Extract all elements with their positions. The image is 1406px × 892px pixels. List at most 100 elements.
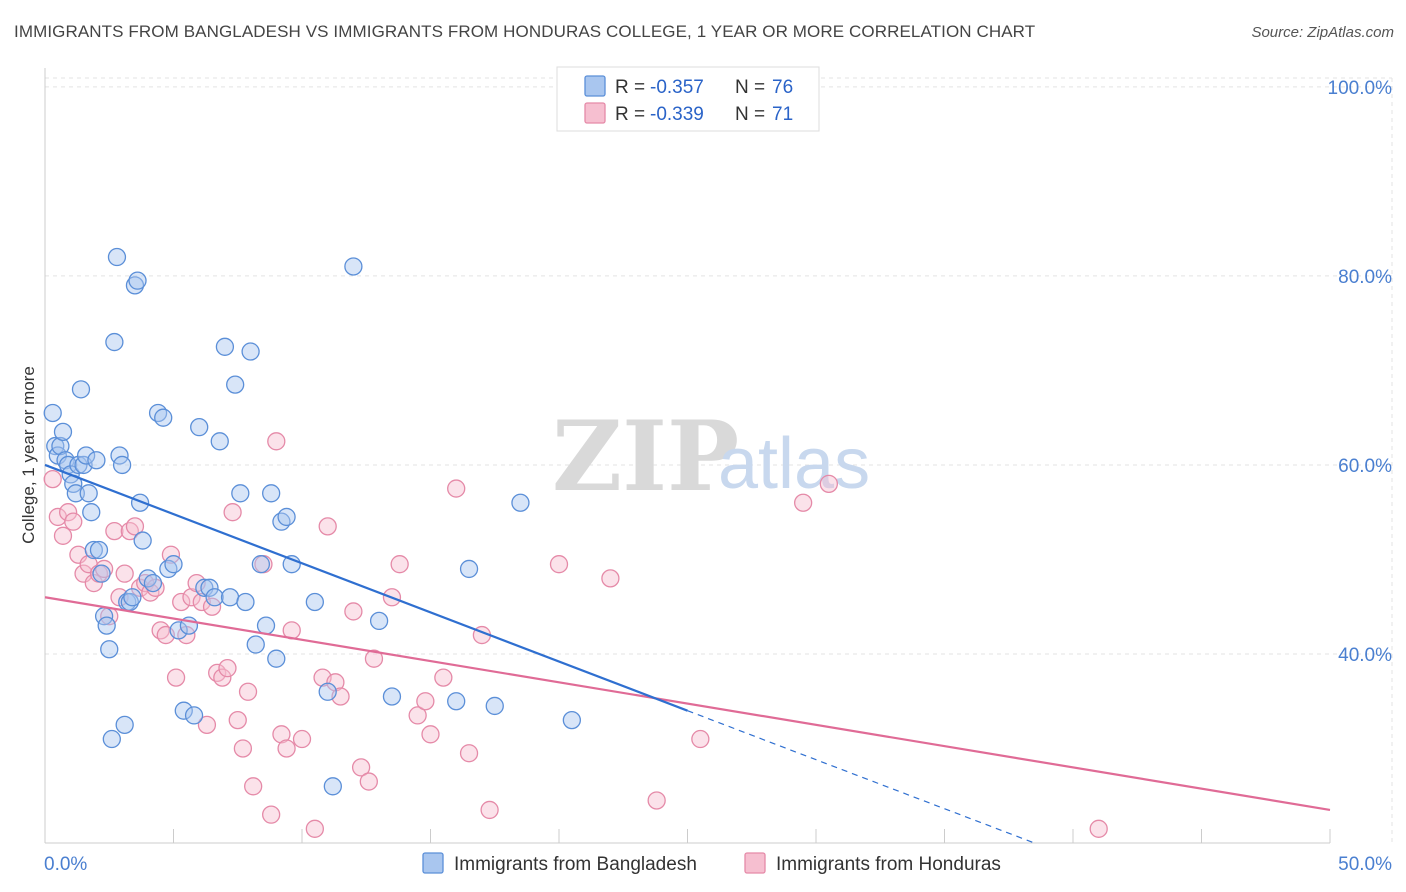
y-tick-label: 80.0% xyxy=(1338,267,1392,288)
data-point-honduras xyxy=(351,758,371,777)
data-point-bangladesh xyxy=(53,422,73,442)
legend-swatch-honduras xyxy=(584,102,606,124)
y-tick-label: 100.0% xyxy=(1328,78,1393,99)
data-point-bangladesh xyxy=(89,540,109,560)
data-point-honduras xyxy=(233,739,253,758)
data-point-honduras xyxy=(819,474,838,494)
data-point-honduras xyxy=(182,588,201,607)
data-point-bangladesh xyxy=(277,507,296,527)
data-point-honduras xyxy=(172,592,191,612)
legend-n-value: 71 xyxy=(772,104,793,125)
data-point-honduras xyxy=(43,469,62,489)
data-point-honduras xyxy=(318,517,337,536)
data-point-bangladesh xyxy=(92,564,111,583)
data-point-bangladesh xyxy=(87,451,106,470)
data-point-honduras xyxy=(213,668,232,687)
y-tick-labels: 40.0% 60.0% 80.0% 100.0% xyxy=(1328,78,1393,666)
data-point-bangladesh xyxy=(169,621,188,640)
data-point-honduras xyxy=(125,517,145,536)
data-point-bangladesh xyxy=(143,573,163,593)
data-point-bangladesh xyxy=(246,635,265,654)
data-point-honduras xyxy=(416,692,435,711)
data-point-bangladesh xyxy=(236,592,255,612)
data-point-bangladesh xyxy=(164,555,183,574)
data-point-bangladesh xyxy=(184,706,204,725)
data-point-bangladesh xyxy=(382,687,402,706)
data-point-honduras xyxy=(105,521,124,541)
legend-r-value: -0.339 xyxy=(650,104,704,125)
data-point-bangladesh xyxy=(231,484,250,503)
data-point-bangladesh xyxy=(130,493,150,512)
data-point-bangladesh xyxy=(123,588,142,607)
trendline-honduras xyxy=(44,596,1331,812)
data-point-bangladesh xyxy=(102,729,121,749)
data-point-bangladesh xyxy=(205,588,224,607)
data-point-honduras xyxy=(459,744,479,763)
data-point-bangladesh xyxy=(82,503,101,522)
data-point-bangladesh xyxy=(84,540,103,560)
data-point-honduras xyxy=(228,710,247,730)
data-point-honduras xyxy=(408,706,427,725)
data-point-honduras xyxy=(53,526,73,545)
data-point-bangladesh xyxy=(459,559,479,579)
watermark: ZIP atlas xyxy=(552,400,870,513)
data-point-honduras xyxy=(64,512,83,531)
chart-title: IMMIGRANTS FROM BANGLADESH VS IMMIGRANTS… xyxy=(14,22,1036,41)
data-point-honduras xyxy=(197,715,217,735)
data-point-bangladesh xyxy=(369,611,389,631)
data-point-bangladesh xyxy=(174,701,193,720)
data-point-bangladesh xyxy=(200,578,219,597)
data-point-bangladesh xyxy=(220,588,240,607)
data-point-bangladesh xyxy=(251,555,271,574)
data-point-honduras xyxy=(292,729,312,749)
data-point-honduras xyxy=(267,432,286,451)
data-point-bangladesh xyxy=(323,777,342,796)
data-point-bangladesh xyxy=(51,436,70,456)
x-tick-label: 50.0% xyxy=(1338,854,1392,875)
data-point-honduras xyxy=(277,739,296,758)
trendline-bangladesh-extension xyxy=(687,710,1035,844)
data-point-bangladesh xyxy=(256,616,276,635)
legend-swatch-bangladesh xyxy=(584,75,606,97)
data-point-bangladesh xyxy=(66,484,85,503)
data-point-bangladesh xyxy=(305,592,325,612)
data-point-honduras xyxy=(647,791,666,810)
data-point-honduras xyxy=(390,555,409,574)
data-point-bangladesh xyxy=(97,616,116,635)
data-point-bangladesh xyxy=(241,342,260,361)
data-point-bangladesh xyxy=(215,337,235,356)
data-point-honduras xyxy=(421,725,440,744)
data-point-honduras xyxy=(238,682,258,701)
data-point-honduras xyxy=(691,729,710,749)
data-point-honduras xyxy=(84,573,103,593)
bangladesh-points xyxy=(43,247,581,796)
source-label: Source: ZipAtlas.com xyxy=(1251,24,1394,41)
data-point-honduras xyxy=(218,659,237,678)
legend-n-value: 76 xyxy=(772,77,793,98)
data-point-honduras xyxy=(244,777,263,796)
legend-r-value: -0.357 xyxy=(650,77,704,98)
x-tick-label: 0.0% xyxy=(44,854,87,875)
data-point-bangladesh xyxy=(71,380,91,399)
data-point-bangladesh xyxy=(262,484,281,503)
data-point-bangladesh xyxy=(485,696,504,716)
y-axis-label: College, 1 year or more xyxy=(19,366,38,544)
data-point-bangladesh xyxy=(115,715,134,735)
data-point-honduras xyxy=(447,479,466,498)
data-point-honduras xyxy=(223,503,242,522)
axes xyxy=(44,68,1331,844)
legend-n-label: N = xyxy=(735,77,765,98)
trendlines xyxy=(44,463,1331,844)
data-point-bangladesh xyxy=(210,432,229,451)
y-tick-label: 40.0% xyxy=(1338,645,1392,666)
data-point-bangladesh xyxy=(76,446,96,465)
data-point-bangladesh xyxy=(447,692,466,711)
data-point-bangladesh xyxy=(267,649,286,668)
data-point-honduras xyxy=(166,668,186,687)
data-point-bangladesh xyxy=(105,332,124,352)
series-legend-label-honduras: Immigrants from Honduras xyxy=(776,854,1001,875)
data-point-bangladesh xyxy=(562,710,581,730)
data-point-honduras xyxy=(549,555,569,574)
data-point-honduras xyxy=(1089,819,1108,838)
